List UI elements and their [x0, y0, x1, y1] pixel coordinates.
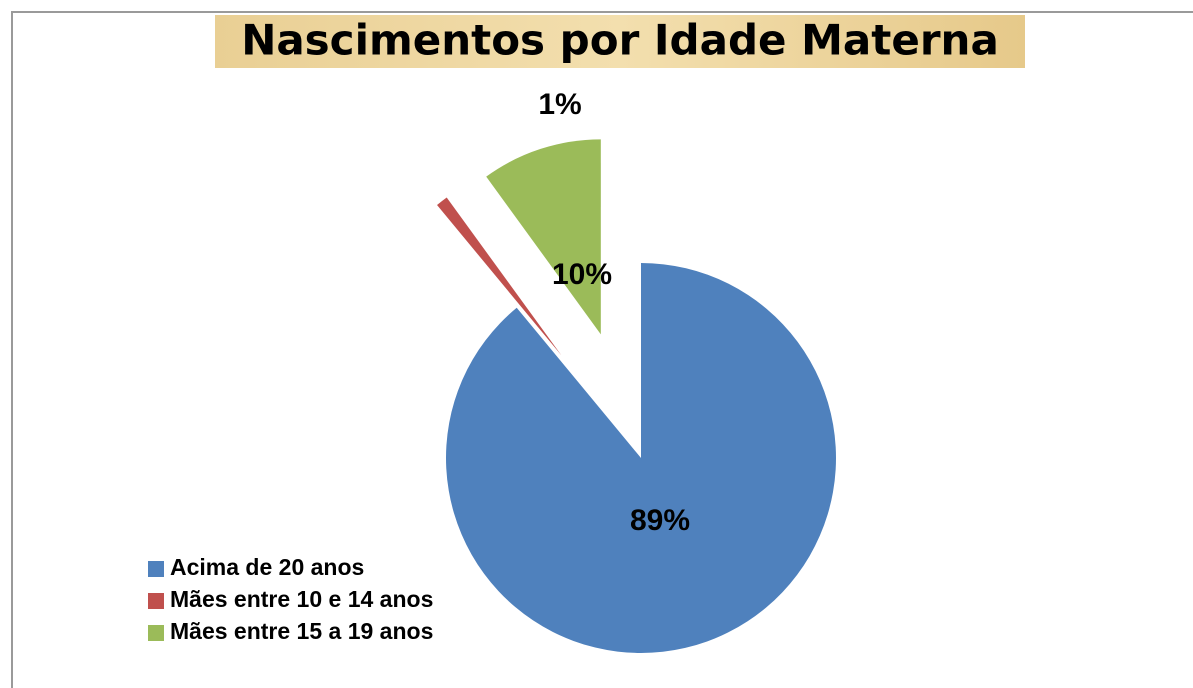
legend-label: Acima de 20 anos	[170, 554, 364, 580]
legend-label: Mães entre 15 a 19 anos	[170, 618, 433, 644]
legend-swatch	[148, 593, 164, 609]
data-label: 1%	[538, 88, 581, 121]
data-label: 10%	[552, 258, 612, 291]
legend-label: Mães entre 10 e 14 anos	[170, 586, 433, 612]
chart-title: Nascimentos por Idade Materna	[241, 16, 999, 65]
title-background	[215, 15, 1025, 68]
frame	[11, 11, 1193, 688]
pie-slice	[437, 197, 562, 356]
pie-slice	[486, 139, 601, 335]
legend-swatch	[148, 561, 164, 577]
data-label: 89%	[630, 504, 690, 537]
pie-slice	[446, 263, 837, 654]
legend-swatch	[148, 625, 164, 641]
